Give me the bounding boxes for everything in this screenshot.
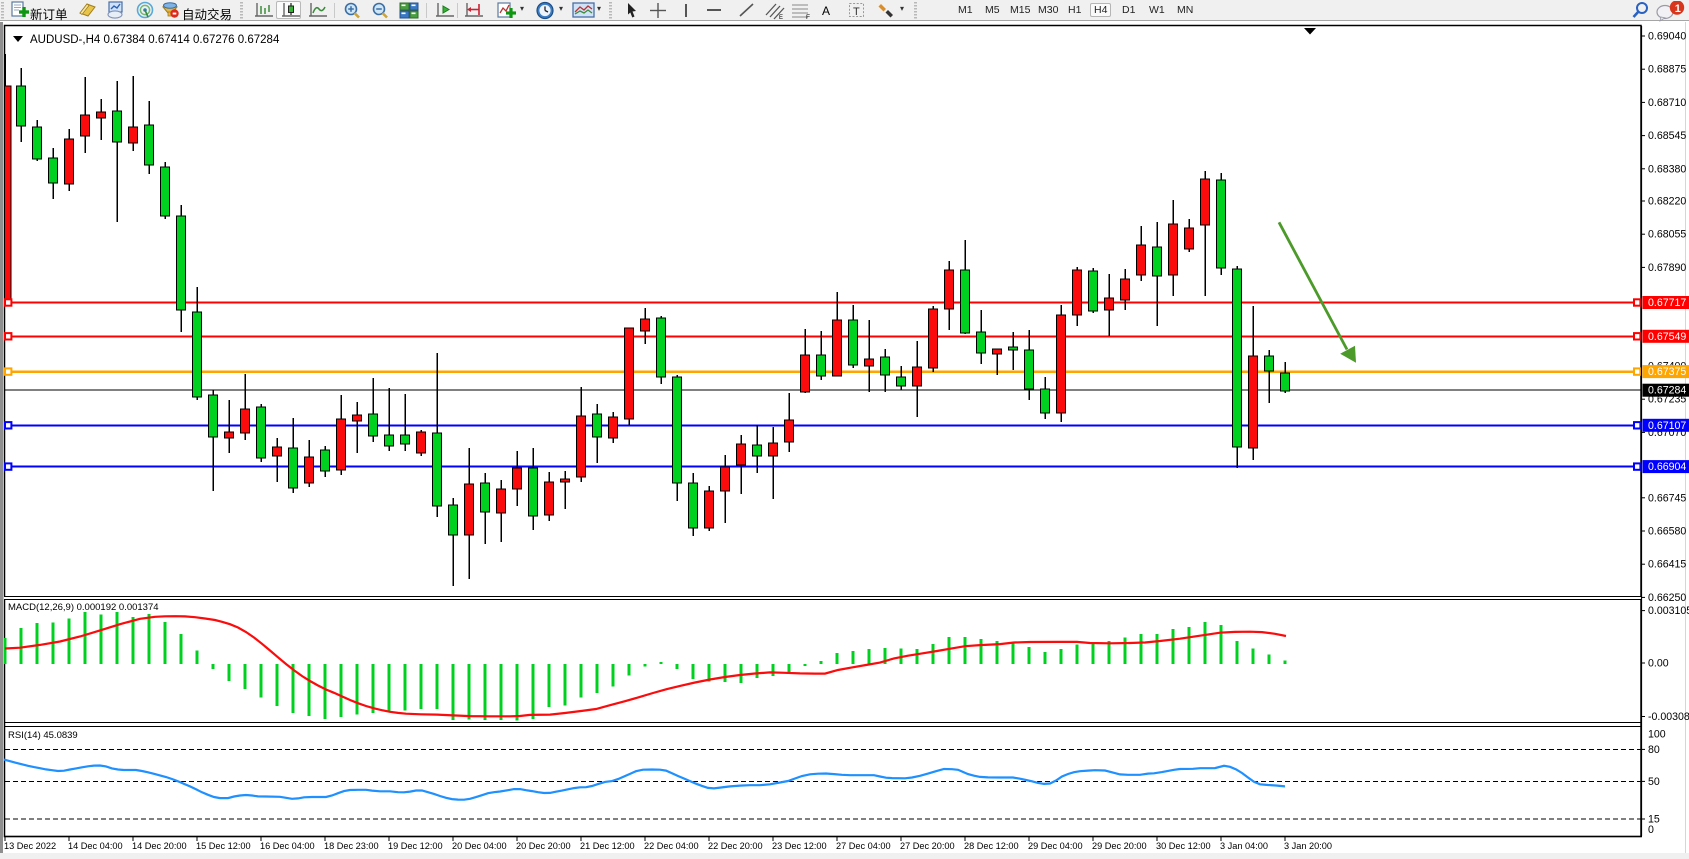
svg-text:14 Dec 20:00: 14 Dec 20:00 (132, 841, 187, 851)
svg-text:0.68710: 0.68710 (1648, 97, 1686, 109)
svg-text:80: 80 (1648, 744, 1660, 756)
svg-text:15 Dec 12:00: 15 Dec 12:00 (196, 841, 251, 851)
svg-text:50: 50 (1648, 776, 1660, 788)
svg-text:14 Dec 04:00: 14 Dec 04:00 (68, 841, 123, 851)
svg-text:E: E (779, 15, 783, 20)
svg-text:29 Dec 04:00: 29 Dec 04:00 (1028, 841, 1083, 851)
svg-text:AUDUSD-,H4 0.67384 0.67414 0.: AUDUSD-,H4 0.67384 0.67414 0.67276 0.672… (30, 34, 280, 46)
svg-text:19 Dec 12:00: 19 Dec 12:00 (388, 841, 443, 851)
svg-text:0.67284: 0.67284 (1648, 385, 1686, 397)
svg-text:27 Dec 20:00: 27 Dec 20:00 (900, 841, 955, 851)
svg-text:23 Dec 12:00: 23 Dec 12:00 (772, 841, 827, 851)
svg-text:27 Dec 04:00: 27 Dec 04:00 (836, 841, 891, 851)
svg-text:20 Dec 20:00: 20 Dec 20:00 (516, 841, 571, 851)
svg-text:21 Dec 12:00: 21 Dec 12:00 (580, 841, 635, 851)
svg-text:0: 0 (1648, 824, 1654, 836)
svg-text:0.67717: 0.67717 (1648, 297, 1686, 309)
svg-text:0.66415: 0.66415 (1648, 559, 1686, 571)
svg-text:22 Dec 20:00: 22 Dec 20:00 (708, 841, 763, 851)
svg-text:0.003105: 0.003105 (1648, 605, 1689, 617)
svg-text:-0.003089: -0.003089 (1648, 711, 1689, 723)
svg-text:RSI(14) 45.0839: RSI(14) 45.0839 (8, 730, 78, 741)
svg-text:0.66250: 0.66250 (1648, 592, 1686, 604)
svg-text:0.67107: 0.67107 (1648, 420, 1686, 432)
svg-text:18 Dec 23:00: 18 Dec 23:00 (324, 841, 379, 851)
svg-text:F: F (806, 14, 810, 20)
svg-text:0.67890: 0.67890 (1648, 262, 1686, 274)
svg-text:0.68380: 0.68380 (1648, 163, 1686, 175)
svg-text:3 Jan 04:00: 3 Jan 04:00 (1220, 841, 1268, 851)
svg-text:28 Dec 12:00: 28 Dec 12:00 (964, 841, 1019, 851)
svg-text:1: 1 (1675, 3, 1681, 15)
svg-text:0.68220: 0.68220 (1648, 196, 1686, 208)
svg-text:0.67549: 0.67549 (1648, 331, 1686, 343)
svg-text:20 Dec 04:00: 20 Dec 04:00 (452, 841, 507, 851)
svg-text:0.68545: 0.68545 (1648, 130, 1686, 142)
svg-text:0.67375: 0.67375 (1648, 366, 1686, 378)
svg-text:0.66580: 0.66580 (1648, 526, 1686, 538)
svg-text:0.69040: 0.69040 (1648, 31, 1686, 43)
svg-text:100: 100 (1648, 728, 1666, 740)
svg-text:0.68055: 0.68055 (1648, 229, 1686, 241)
svg-text:0.66904: 0.66904 (1648, 461, 1686, 473)
svg-text:0.00: 0.00 (1648, 658, 1669, 670)
svg-text:3 Jan 20:00: 3 Jan 20:00 (1284, 841, 1332, 851)
svg-text:22 Dec 04:00: 22 Dec 04:00 (644, 841, 699, 851)
svg-text:MACD(12,26,9) 0.000192 0.00137: MACD(12,26,9) 0.000192 0.001374 (8, 602, 159, 613)
svg-text:15: 15 (1648, 814, 1660, 826)
svg-text:29 Dec 20:00: 29 Dec 20:00 (1092, 841, 1147, 851)
svg-text:0.66745: 0.66745 (1648, 492, 1686, 504)
svg-text:0.68875: 0.68875 (1648, 64, 1686, 76)
svg-text:16 Dec 04:00: 16 Dec 04:00 (260, 841, 315, 851)
svg-text:T: T (853, 6, 860, 18)
svg-text:30 Dec 12:00: 30 Dec 12:00 (1156, 841, 1211, 851)
svg-text:13 Dec 2022: 13 Dec 2022 (4, 841, 56, 851)
